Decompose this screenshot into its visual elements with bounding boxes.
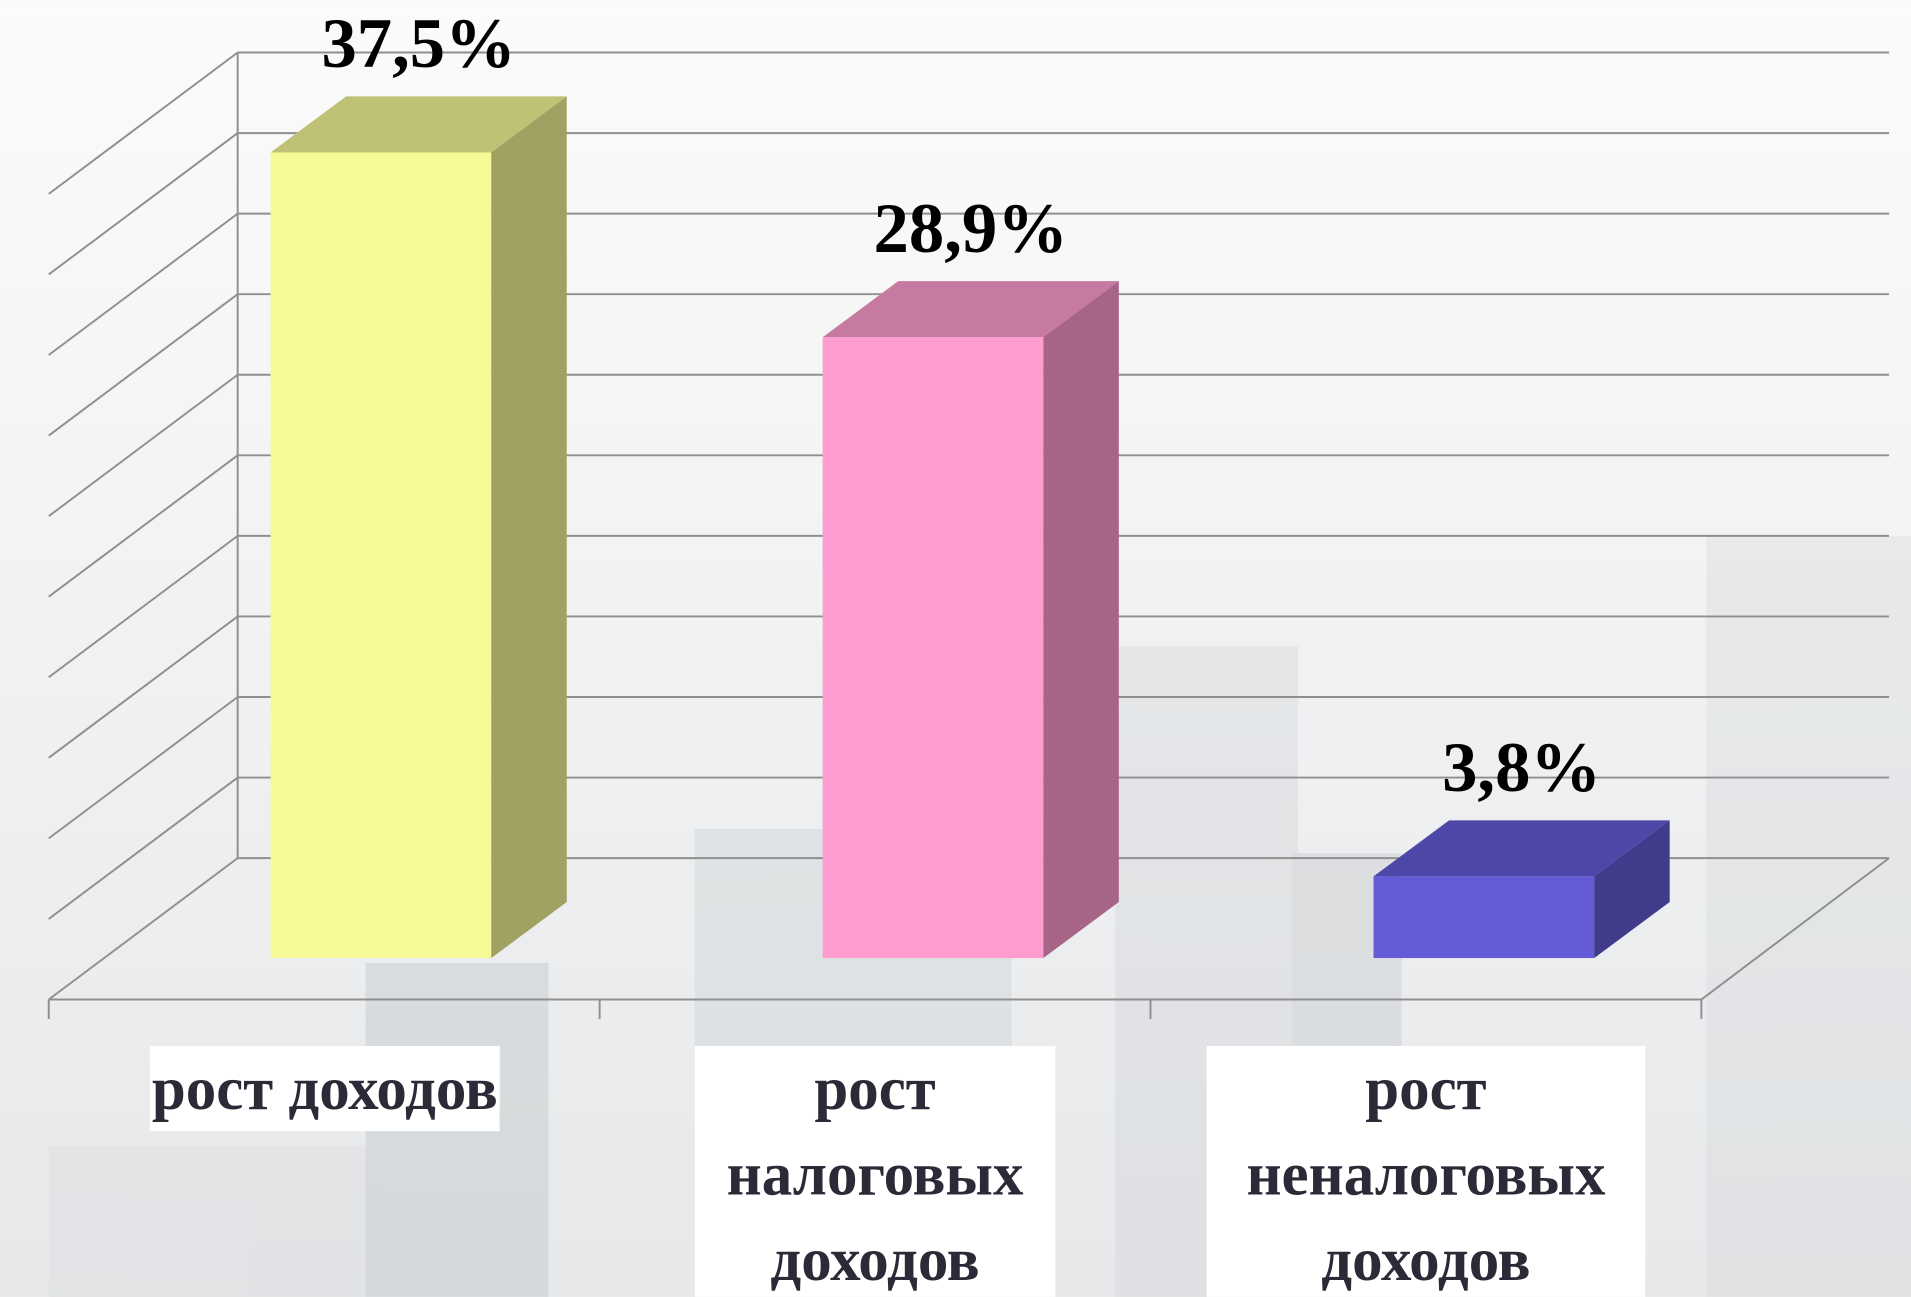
chart: 37,5% рост доходов 28,9% рост налоговых дох…	[0, 0, 1911, 1297]
x-tick-label-box: рост неналоговых доходов	[1207, 1046, 1646, 1297]
bar	[271, 96, 567, 958]
bar-front	[823, 337, 1044, 958]
value-label: 3,8%	[1442, 729, 1601, 807]
bar-side	[491, 96, 567, 958]
page: {"chart_data": {"type": "bar3d", "catego…	[0, 0, 1911, 1297]
value-label: 37,5%	[321, 5, 515, 83]
bar	[823, 281, 1119, 958]
x-tick-label: рост налоговых доходов	[695, 1046, 1056, 1297]
x-tick-label: рост доходов	[149, 1046, 500, 1131]
bar-front	[1374, 876, 1595, 958]
x-tick-label-box: рост доходов	[113, 1046, 536, 1297]
bar-front	[271, 152, 492, 958]
x-tick-label-box: рост налоговых доходов	[695, 1046, 1056, 1297]
value-label: 28,9%	[874, 190, 1068, 268]
bar-side	[1043, 281, 1119, 958]
x-tick-label: рост неналоговых доходов	[1207, 1046, 1646, 1297]
